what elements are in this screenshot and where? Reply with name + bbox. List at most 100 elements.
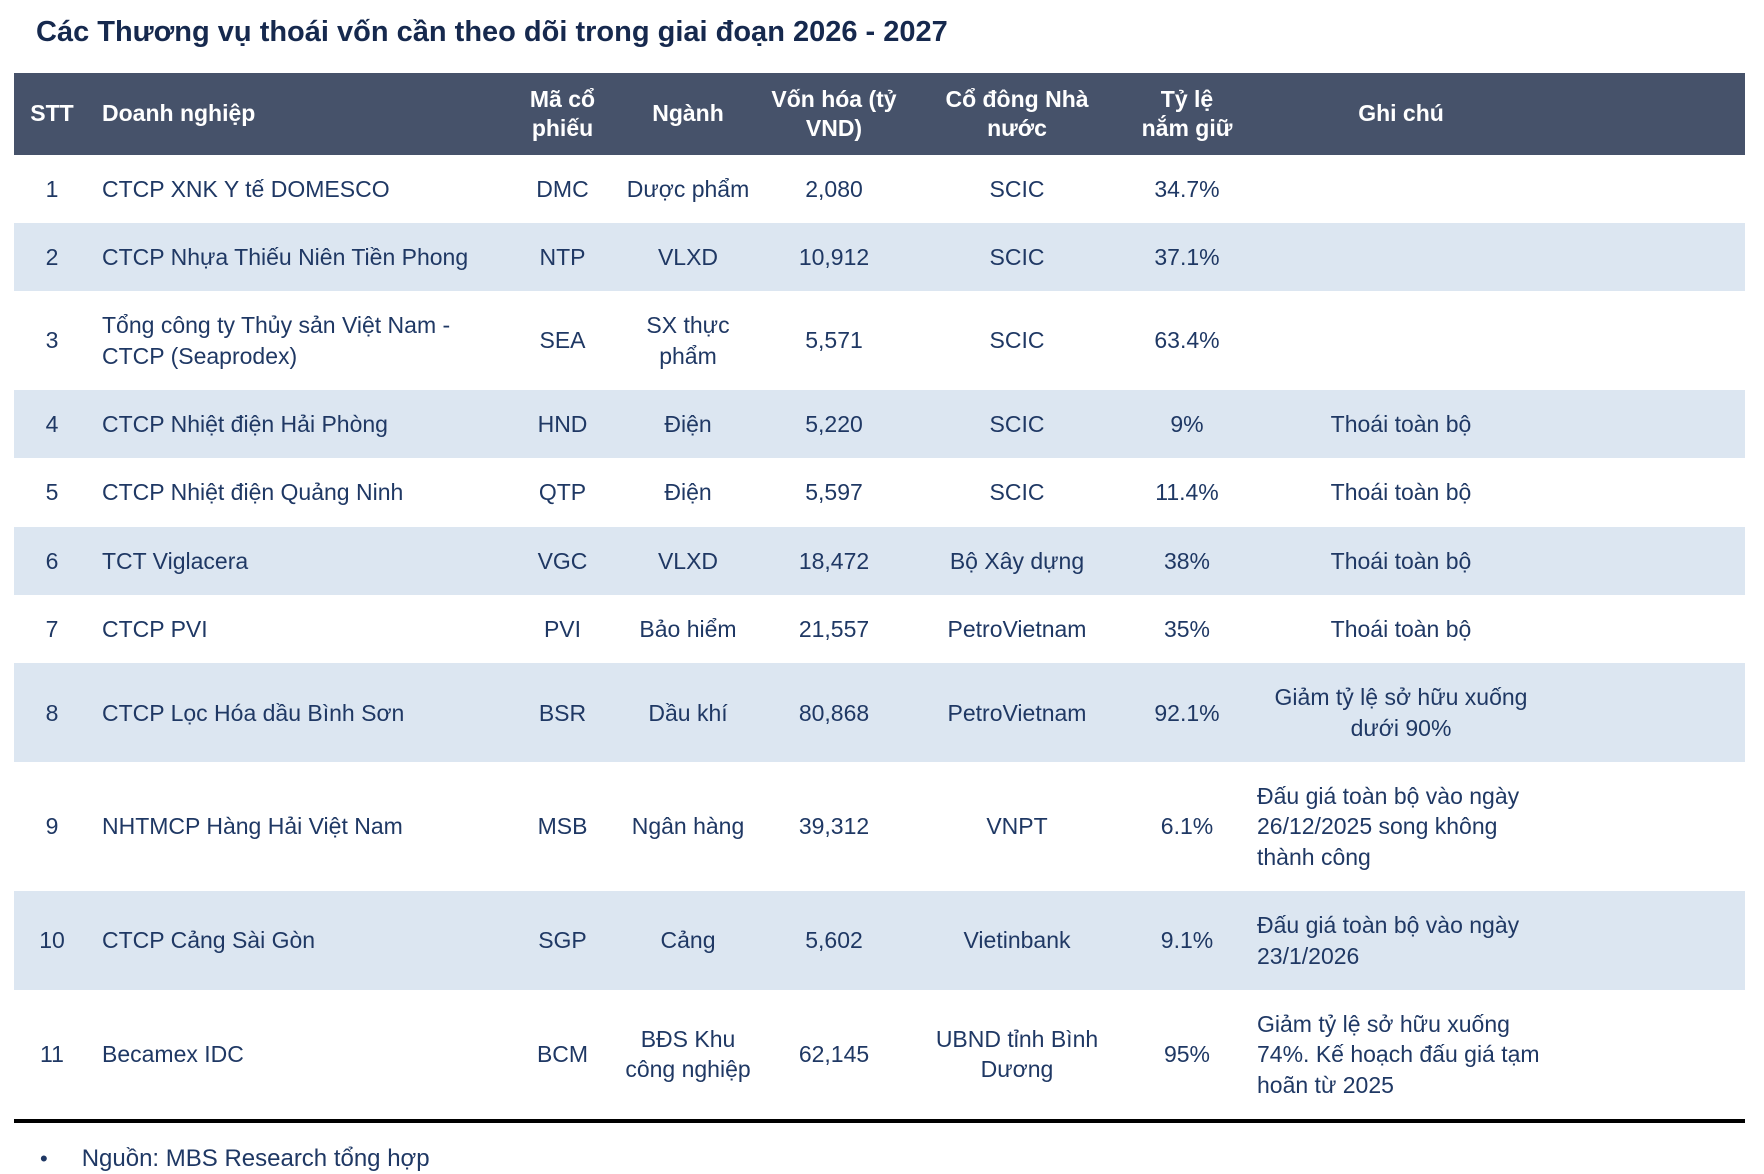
cell-company: Becamex IDC	[102, 1041, 244, 1068]
cell-stt: 2	[45, 243, 59, 270]
cell-market_cap: 10,912	[798, 243, 870, 270]
cell-state_shareholder: VNPT	[986, 813, 1048, 840]
cell-market_cap: 5,602	[805, 927, 863, 954]
cell-stake: 92.1%	[1154, 699, 1220, 726]
cell-note: Giảm tỷ lệ sở hữu xuống 74%. Kế hoạch đấ…	[1257, 1010, 1540, 1098]
cell-industry: Dược phẩm	[626, 175, 750, 202]
cell-market_cap: 5,220	[805, 410, 863, 437]
cell-note	[1247, 291, 1745, 390]
cell-stake: 63.4%	[1154, 327, 1220, 354]
cell-state_shareholder: Vietinbank	[963, 927, 1071, 954]
table-row: 3 Tổng công ty Thủy sản Việt Nam - CTCP (…	[14, 291, 1745, 390]
cell-state_shareholder: SCIC	[989, 243, 1045, 270]
cell-ticker: VGC	[537, 547, 588, 574]
cell-note: Thoái toàn bộ	[1330, 479, 1472, 506]
cell-industry: VLXD	[657, 243, 719, 270]
header-note: Ghi chú	[1247, 73, 1745, 155]
cell-stt: 8	[45, 699, 59, 726]
source-note: • Nguồn: MBS Research tổng hợp	[40, 1145, 1764, 1173]
cell-market_cap: 39,312	[798, 813, 870, 840]
cell-market_cap: 5,597	[805, 479, 863, 506]
page-title: Các Thương vụ thoái vốn cần theo dõi tro…	[36, 16, 948, 48]
cell-stt: 11	[40, 1041, 64, 1068]
cell-ticker: DMC	[536, 175, 589, 202]
cell-note: Đấu giá toàn bộ vào ngày 26/12/2025 song…	[1257, 783, 1520, 870]
table-row: 2 CTCP Nhựa Thiếu Niên Tiền Phong NTP VLXD 1…	[14, 222, 1745, 292]
cell-note: Giảm tỷ lệ sở hữu xuống dưới 90%	[1274, 684, 1528, 741]
cell-state_shareholder: PetroVietnam	[947, 616, 1087, 643]
cell-ticker: HND	[537, 410, 588, 437]
cell-note: Thoái toàn bộ	[1330, 547, 1472, 574]
cell-company: CTCP Nhiệt điện Hải Phòng	[102, 410, 388, 437]
cell-industry: Điện	[664, 410, 712, 437]
cell-industry: VLXD	[657, 547, 719, 574]
cell-stake: 6.1%	[1160, 813, 1214, 840]
table-row: 6 TCT Viglacera VGC VLXD 18,472 Bộ Xây dựng 38…	[14, 526, 1745, 596]
cell-company: CTCP Nhiệt điện Quảng Ninh	[102, 479, 404, 506]
cell-industry: SX thực phẩm	[646, 312, 730, 369]
cell-market_cap: 5,571	[805, 327, 863, 354]
cell-company: TCT Viglacera	[102, 547, 249, 574]
table-row: 7 CTCP PVI PVI Bảo hiểm 21,557 PetroVietnam 35…	[14, 595, 1745, 664]
cell-stake: 37.1%	[1154, 243, 1220, 270]
table-row: 5 CTCP Nhiệt điện Quảng Ninh QTP Điện 5,597 S…	[14, 458, 1745, 527]
cell-ticker: SGP	[538, 927, 587, 954]
divestment-table: STT Doanh nghiệp Mã cổ phiếu Ngành Vốn hóa (…	[14, 73, 1745, 1123]
cell-industry: BĐS Khu công nghiệp	[625, 1026, 751, 1083]
source-text: Nguồn: MBS Research tổng hợp	[81, 1144, 430, 1172]
cell-state_shareholder: SCIC	[989, 175, 1045, 202]
cell-stake: 95%	[1163, 1041, 1211, 1068]
cell-state_shareholder: SCIC	[989, 410, 1045, 437]
table-header: STT Doanh nghiệp Mã cổ phiếu Ngành Vốn hóa (…	[14, 73, 1745, 155]
cell-market_cap: 21,557	[798, 616, 870, 643]
header-market_cap: Vốn hóa (tỷ VND)	[761, 73, 907, 155]
cell-ticker: BCM	[536, 1041, 589, 1068]
cell-industry: Ngân hàng	[631, 813, 745, 840]
cell-market_cap: 62,145	[798, 1041, 870, 1068]
cell-note: Đấu giá toàn bộ vào ngày 23/1/2026	[1257, 912, 1520, 969]
report-page: Các Thương vụ thoái vốn cần theo dõi tro…	[0, 16, 1764, 1174]
cell-company: CTCP Cảng Sài Gòn	[102, 927, 316, 954]
cell-stt: 7	[45, 616, 59, 643]
cell-stake: 11.4%	[1155, 479, 1219, 506]
header-company: Doanh nghiệp	[90, 73, 510, 155]
bullet-icon: •	[40, 1145, 48, 1171]
table-row: 8 CTCP Lọc Hóa dầu Bình Sơn BSR Dầu khí 80,8…	[14, 663, 1745, 763]
header-industry: Ngành	[615, 73, 761, 155]
cell-note	[1247, 223, 1745, 291]
cell-industry: Dầu khí	[648, 699, 728, 726]
cell-market_cap: 2,080	[805, 175, 863, 202]
cell-stt: 4	[45, 410, 59, 437]
cell-ticker: SEA	[539, 327, 586, 354]
cell-ticker: PVI	[543, 616, 582, 643]
cell-industry: Cảng	[660, 927, 716, 954]
cell-market_cap: 80,868	[798, 699, 870, 726]
cell-company: NHTMCP Hàng Hải Việt Nam	[102, 813, 403, 840]
cell-industry: Bảo hiểm	[639, 616, 737, 643]
cell-stt: 6	[45, 547, 59, 574]
cell-ticker: MSB	[537, 813, 588, 840]
cell-company: CTCP PVI	[102, 616, 208, 643]
cell-stake: 35%	[1163, 616, 1211, 643]
cell-note: Thoái toàn bộ	[1330, 616, 1472, 643]
cell-stt: 9	[45, 813, 59, 840]
cell-stake: 9.1%	[1160, 927, 1214, 954]
cell-company: CTCP XNK Y tế DOMESCO	[102, 175, 390, 202]
cell-state_shareholder: Bộ Xây dựng	[949, 547, 1085, 574]
header-stt: STT	[14, 73, 90, 155]
cell-stt: 5	[45, 479, 59, 506]
cell-market_cap: 18,472	[798, 547, 870, 574]
table-body: 1 CTCP XNK Y tế DOMESCO DMC Dược phẩm 2,080 S…	[14, 154, 1745, 1121]
header-ticker: Mã cổ phiếu	[510, 73, 615, 155]
header-stake: Tỷ lệ nắm giữ	[1127, 73, 1247, 155]
cell-ticker: NTP	[539, 243, 586, 270]
cell-industry: Điện	[664, 479, 712, 506]
cell-stt: 3	[45, 327, 59, 354]
cell-stt: 1	[45, 175, 59, 202]
cell-state_shareholder: UBND tỉnh Bình Dương	[935, 1026, 1099, 1083]
cell-note: Thoái toàn bộ	[1330, 410, 1472, 437]
cell-ticker: QTP	[538, 479, 587, 506]
cell-stake: 9%	[1170, 410, 1204, 437]
cell-stake: 34.7%	[1154, 175, 1220, 202]
table-row: 10 CTCP Cảng Sài Gòn SGP Cảng 5,602 Vietinban…	[14, 891, 1745, 990]
